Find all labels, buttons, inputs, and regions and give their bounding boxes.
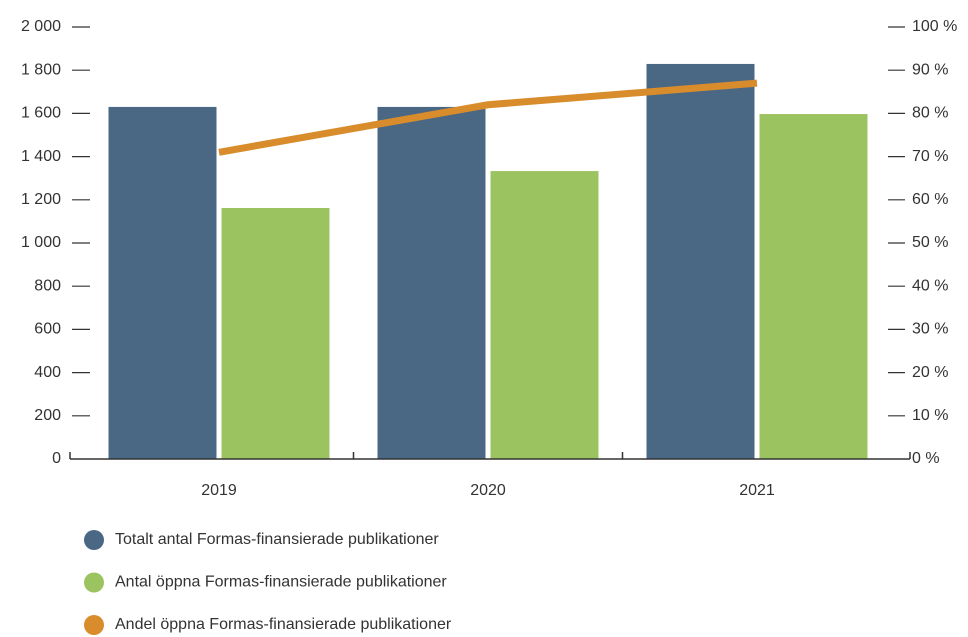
y2-tick-label: 20 % [912,364,948,381]
y2-tick-label: 60 % [912,191,948,208]
y-tick-label: 1 800 [21,61,61,78]
y-tick-label: 2 000 [21,18,61,35]
x-tick-label: 2019 [201,482,237,499]
bar [490,171,599,459]
y-tick-label: 0 [52,450,61,467]
bar [759,114,868,459]
y-tick-label: 1 400 [21,148,61,165]
y-tick-label: 800 [34,277,61,294]
legend-label: Andel öppna Formas-finansierade publikat… [115,616,452,633]
legend-marker [84,615,104,635]
y-tick-label: 1 000 [21,234,61,251]
y2-tick-label: 0 % [912,450,940,467]
y-tick-label: 200 [34,407,61,424]
y2-tick-label: 30 % [912,321,948,338]
y2-tick-label: 50 % [912,234,948,251]
y2-tick-label: 70 % [912,148,948,165]
legend-marker [84,572,104,593]
y-tick-label: 400 [34,364,61,381]
legend-marker [84,530,104,550]
y2-tick-label: 100 % [912,18,957,35]
x-tick-label: 2021 [739,482,775,499]
legend-label: Totalt antal Formas-finansierade publika… [115,531,439,548]
y2-tick-label: 10 % [912,407,948,424]
bar [377,106,486,460]
x-tick-label: 2020 [470,482,506,499]
y2-tick-label: 80 % [912,105,948,122]
bar [221,208,330,459]
y-tick-label: 1 200 [21,191,61,208]
y2-tick-label: 40 % [912,277,948,294]
y-tick-label: 1 600 [21,105,61,122]
bar [108,106,217,460]
y2-tick-label: 90 % [912,61,948,78]
line [218,79,758,156]
legend-label: Antal öppna Formas-finansierade publikat… [115,574,447,591]
y-tick-label: 600 [34,321,61,338]
bar [646,63,755,459]
